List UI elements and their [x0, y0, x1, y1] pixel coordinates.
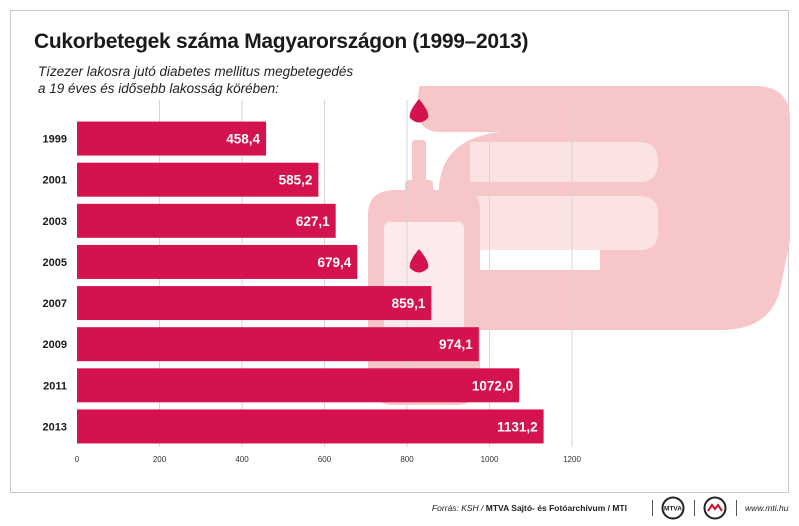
bar: [77, 203, 336, 238]
x-tick-label: 400: [235, 455, 249, 464]
footer-separator: [694, 500, 695, 516]
category-label: 2007: [43, 298, 67, 310]
category-label: 2013: [43, 421, 67, 433]
category-labels: 1999 2001 2003 2005 2007 2009 2011 2013: [43, 134, 67, 434]
bar: [77, 409, 544, 444]
subtitle-line-2: a 19 éves és idősebb lakosság körében:: [38, 81, 279, 96]
bar: [77, 162, 319, 197]
footer-separator: [652, 500, 653, 516]
blood-bag-neck: [405, 180, 433, 194]
footer: Forrás: KSH / MTVA Sajtó- és Fotóarchívu…: [0, 494, 799, 524]
source-credit: Forrás: KSH / MTVA Sajtó- és Fotóarchívu…: [432, 503, 627, 513]
bar: [77, 327, 479, 362]
mtva-logo-icon: MTVA: [661, 496, 685, 520]
bar: [77, 244, 358, 279]
value-label: 974,1: [439, 337, 473, 352]
value-labels: 458,4 585,2 627,1 679,4 859,1 974,1 1072,0 1131…: [226, 132, 537, 435]
bar: [77, 368, 520, 403]
blood-drop-icon: [409, 249, 429, 273]
x-tick-label: 1000: [481, 455, 499, 464]
blood-bag-window: [384, 222, 464, 342]
mti-logo-icon: [703, 496, 727, 520]
chart-title: Cukorbetegek száma Magyarországon (1999–…: [34, 30, 529, 53]
category-label: 2001: [43, 175, 67, 187]
category-label: 2009: [43, 339, 67, 351]
value-label: 679,4: [317, 255, 351, 270]
category-label: 2005: [43, 257, 67, 269]
value-label: 1131,2: [497, 419, 538, 434]
x-axis-ticks: 0 200 400 600 800 1000 1200: [75, 455, 582, 464]
x-tick-label: 0: [75, 455, 80, 464]
source-prefix: Forrás: KSH /: [431, 503, 484, 513]
category-label: 2003: [43, 216, 67, 228]
finger-crease: [470, 196, 658, 250]
category-label: 1999: [43, 134, 67, 146]
mtva-logo-text: MTVA: [664, 506, 682, 513]
value-label: 1072,0: [472, 378, 513, 393]
bar: [77, 286, 432, 321]
source-org: MTVA Sajtó- és Fotóarchívum / MTI: [485, 503, 627, 513]
x-tick-label: 600: [318, 455, 332, 464]
value-label: 585,2: [279, 173, 313, 188]
blood-bag-tube: [412, 140, 426, 192]
blood-drop-icon: [409, 99, 429, 123]
website-link[interactable]: www.mti.hu: [745, 503, 789, 513]
footer-separator: [736, 500, 737, 516]
value-label: 458,4: [226, 132, 260, 147]
x-tick-label: 1200: [563, 455, 581, 464]
finger-crease: [470, 142, 658, 182]
x-tick-label: 200: [153, 455, 167, 464]
chart-subtitle: Tízezer lakosra jutó diabetes mellitus m…: [38, 63, 398, 97]
value-label: 627,1: [296, 214, 330, 229]
bar: [77, 121, 267, 156]
bars-group: [77, 121, 544, 444]
x-tick-label: 800: [400, 455, 414, 464]
subtitle-line-1: Tízezer lakosra jutó diabetes mellitus m…: [38, 64, 354, 79]
value-label: 859,1: [392, 296, 426, 311]
category-label: 2011: [43, 380, 67, 392]
